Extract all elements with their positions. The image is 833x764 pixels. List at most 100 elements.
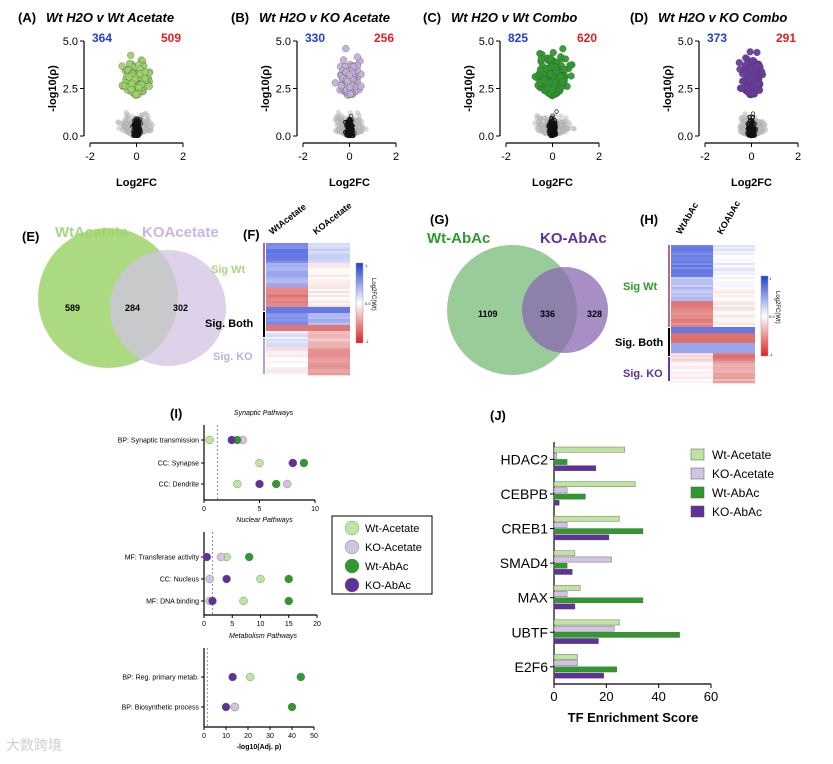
heatmap-cell: [671, 353, 713, 356]
venn-e: (E) WtAcetate KOAcetate 589 284 302: [22, 224, 226, 368]
panel-letter-j: (J): [490, 408, 506, 423]
panel-j-bar-wt-acetate: [553, 550, 576, 557]
heatmap-cell: [308, 305, 350, 308]
panel-i-legend-marker: [344, 520, 360, 536]
volcano-point-core: [550, 113, 555, 118]
heatmap-f-sig-both: Sig. Both: [205, 318, 254, 330]
heatmap-f-legend-hi: 1: [365, 263, 368, 268]
heatmap-cell: [308, 339, 350, 342]
heatmap-f-cells: [266, 243, 350, 376]
heatmap-cell: [671, 269, 713, 272]
volcano-point-core: [548, 123, 553, 128]
heatmap-cell: [308, 257, 350, 260]
heatmap-cell: [308, 293, 350, 296]
volcano-plots: (A) Wt H2O v Wt Acetate 5.0 2.5 0.0 -2 0 2 Log2F…: [18, 10, 801, 189]
heatmap-cell: [308, 353, 350, 356]
heatmap-cell: [671, 285, 713, 288]
panel-j-category: HDAC2: [501, 451, 549, 467]
heatmap-cell: [713, 351, 755, 354]
heatmap-cell: [266, 285, 308, 288]
volcano-point-ns: [757, 128, 763, 134]
panel-i-point-wt-acetate: [245, 672, 255, 682]
volcano-point-sig: [339, 56, 348, 64]
heatmap-f-sig-wt: Sig Wt: [211, 264, 246, 276]
heatmap-cell: [713, 303, 755, 306]
heatmap-cell: [308, 247, 350, 250]
volcano-3-up-count: 291: [776, 31, 796, 45]
heatmap-cell: [308, 373, 350, 376]
heatmap-cell: [308, 317, 350, 320]
heatmap-cell: [308, 299, 350, 302]
heatmap-cell: [266, 329, 308, 332]
heatmap-h-col1: WtAbAc: [674, 201, 700, 236]
heatmap-cell: [713, 369, 755, 372]
volcano-point-sig: [546, 54, 554, 62]
heatmap-cell: [671, 373, 713, 376]
heatmap-cell: [266, 313, 308, 316]
heatmap-cell: [266, 305, 308, 308]
watermark-text: 大数跨境: [6, 737, 62, 753]
heatmap-cell: [308, 369, 350, 372]
panel-j-bar-wt-acetate: [553, 446, 625, 453]
heatmap-cell: [671, 365, 713, 368]
panel-j-legend-swatch: [690, 505, 705, 518]
panel-i-point-ko-abac: [227, 435, 236, 445]
heatmap-cell: [713, 307, 755, 310]
volcano-point-sig: [537, 55, 545, 63]
heatmap-cell: [671, 311, 713, 314]
heatmap-cell: [308, 267, 350, 270]
heatmap-cell: [671, 361, 713, 364]
panel-i-2-title: Metabolism Pathways: [229, 633, 298, 640]
panel-j-bar-wt-abac: [553, 597, 644, 604]
heatmap-cell: [308, 325, 350, 328]
heatmap-cell: [671, 289, 713, 292]
heatmap-cell: [266, 303, 308, 306]
heatmap-f-legend-title: Log2FC(Wt): [370, 278, 376, 311]
volcano-point-sig: [549, 49, 557, 57]
heatmap-cell: [266, 349, 308, 352]
heatmap-cell: [713, 295, 755, 298]
venn-g-both-count: 336: [540, 309, 555, 319]
heatmap-cell: [671, 255, 713, 258]
volcano-point-sig: [145, 82, 153, 90]
heatmap-h-col2: KOAbAc: [715, 199, 742, 236]
heatmap-cell: [671, 335, 713, 338]
volcano-point-core: [748, 123, 753, 128]
panel-j-bar-wt-abac: [553, 493, 586, 500]
panel-i-xlabel: -log10(Adj. p): [237, 744, 282, 751]
heatmap-cell: [713, 247, 755, 250]
panel-i-point-ko-abac: [288, 458, 297, 468]
volcano-point-ns: [740, 121, 746, 127]
heatmap-cell: [266, 325, 308, 328]
volcano-point-sig: [562, 55, 570, 63]
heatmap-cell: [671, 263, 713, 266]
heatmap-cell: [266, 269, 308, 272]
venn-e-left-count: 589: [65, 303, 80, 313]
panel-i-point-ko-acetate: [216, 552, 226, 562]
panel-j-category: UBTF: [511, 624, 548, 640]
volcano-point-sig: [343, 77, 352, 85]
heatmap-cell: [266, 261, 308, 264]
volcano-point-core: [747, 125, 753, 130]
panel-i-point-wt-abac: [296, 672, 305, 682]
volcano-point-sig: [735, 59, 743, 67]
heatmap-cell: [671, 345, 713, 348]
heatmap-cell: [266, 273, 308, 276]
volcano-1-xtick-label: 0: [346, 151, 352, 163]
panel-j-bar-ko-abac: [553, 499, 560, 506]
panel-j: (J) 0 20 40 60 HDAC2 CEBPB CREB1 SMAD4 MAX UBTF E2…: [490, 408, 774, 725]
panel-i-2-xtick-label: 30: [266, 733, 274, 740]
heatmap-h-colorbar: [760, 275, 769, 357]
volcano-point-ns: [535, 127, 541, 133]
heatmap-cell: [308, 243, 350, 246]
heatmap-cell: [308, 357, 350, 360]
volcano-point-sig: [566, 61, 574, 69]
volcano-point-sig: [559, 45, 567, 53]
panel-j-xtick-label: 0: [550, 689, 557, 704]
heatmap-cell: [713, 313, 755, 316]
volcano-point-sig: [536, 65, 544, 73]
heatmap-cell: [671, 337, 713, 340]
volcano-point-sig: [128, 79, 136, 87]
volcano-0-ytick-label: 5.0: [63, 36, 78, 48]
heatmap-cell: [671, 375, 713, 378]
